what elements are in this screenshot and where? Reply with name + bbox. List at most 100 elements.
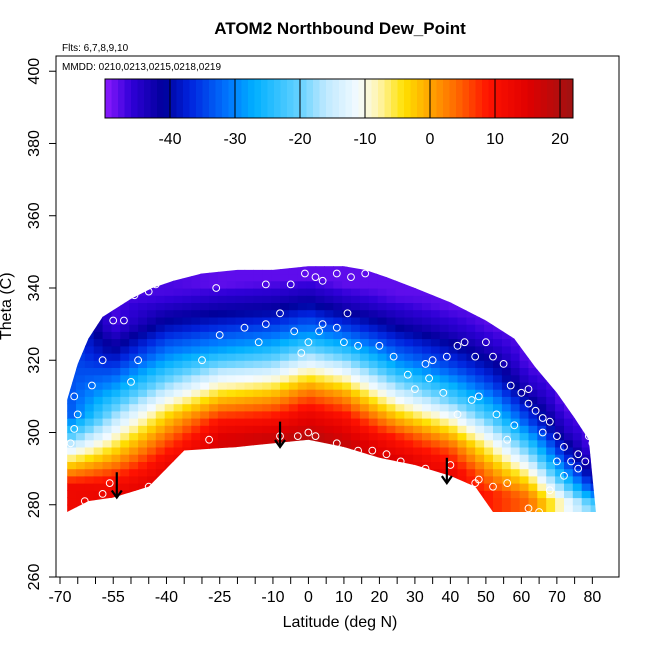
heatmap-cell (262, 490, 272, 499)
heatmap-cell (342, 475, 352, 484)
heatmap-cell (147, 345, 157, 354)
heatmap-cell (564, 280, 574, 289)
heatmap-cell (306, 410, 317, 419)
heatmap-cell (395, 360, 405, 368)
heatmap-cell (493, 338, 503, 347)
heatmap-cell (138, 389, 148, 397)
heatmap-cell (306, 454, 317, 462)
heatmap-cell (555, 273, 565, 282)
heatmap-cell (404, 381, 414, 390)
heatmap-cell (546, 504, 556, 512)
colorbar-swatch (391, 79, 398, 118)
heatmap-cell (76, 266, 86, 267)
heatmap-cell (475, 396, 485, 405)
heatmap-cell (226, 483, 237, 491)
heatmap-cell (84, 432, 95, 441)
sample-point (134, 356, 143, 365)
heatmap-cell (129, 396, 139, 405)
heatmap-cell (209, 360, 219, 368)
heatmap-cell (590, 309, 596, 318)
heatmap-cell (182, 338, 192, 347)
heatmap-cell (164, 266, 175, 275)
heatmap-cell (368, 403, 379, 412)
heatmap-cell (439, 288, 450, 296)
heatmap-cell (466, 309, 476, 318)
heatmap-cell (84, 439, 95, 448)
heatmap-cell (351, 309, 361, 318)
heatmap-cell (466, 324, 476, 332)
heatmap-cell (377, 410, 388, 419)
heatmap-cell (457, 309, 467, 318)
heatmap-cell (351, 497, 361, 506)
descent-arrow (440, 457, 453, 485)
heatmap-cell (581, 266, 592, 275)
heatmap-cell (191, 432, 201, 441)
heatmap-cell (572, 483, 583, 491)
colorbar-tick-label: -30 (223, 131, 246, 148)
heatmap-cell (555, 439, 565, 448)
colorbar-swatch (501, 79, 509, 118)
heatmap-cell (67, 425, 77, 434)
heatmap-cell (306, 324, 317, 332)
y-tick-label: 260 (26, 564, 43, 591)
sample-point (88, 381, 96, 390)
heatmap-cell (182, 439, 192, 448)
heatmap-cell (351, 316, 361, 325)
heatmap-cell (466, 483, 476, 491)
heatmap-cell (368, 338, 379, 347)
heatmap-cell (200, 381, 210, 390)
heatmap-cell (182, 280, 192, 289)
heatmap-cell (84, 316, 95, 325)
heatmap-cell (306, 418, 317, 426)
heatmap-cell (342, 353, 352, 361)
heatmap-cell (546, 389, 556, 397)
heatmap-cell (510, 454, 521, 462)
heatmap-cell (457, 396, 467, 405)
heatmap-cell (235, 381, 246, 390)
heatmap-cell (404, 439, 414, 448)
heatmap-cell (430, 483, 441, 491)
sample-point (261, 280, 270, 289)
descent-arrows (110, 421, 453, 500)
heatmap-cell (581, 396, 592, 405)
heatmap-cell (413, 418, 423, 426)
heatmap-cell (564, 454, 574, 462)
heatmap-cell (484, 367, 494, 376)
heatmap-cell (351, 396, 361, 405)
heatmap-cell (422, 475, 432, 484)
heatmap-cell (439, 432, 450, 441)
heatmap-cell (235, 396, 246, 405)
x-tick-label: 30 (406, 589, 424, 606)
heatmap-cell (288, 490, 299, 499)
heatmap-cell (475, 324, 485, 332)
heatmap-cell (351, 418, 361, 426)
heatmap-cell (271, 309, 281, 318)
heatmap-cell (351, 439, 361, 448)
heatmap-cell (493, 295, 503, 303)
heatmap-cell (457, 461, 467, 470)
heatmap-cell (395, 410, 405, 419)
heatmap-cell (439, 360, 450, 368)
heatmap-cell (501, 468, 512, 477)
heatmap-cell (217, 396, 228, 405)
heatmap-cell (377, 425, 388, 434)
heatmap-cell (191, 396, 201, 405)
heatmap-cell (324, 446, 334, 455)
heatmap-cell (173, 497, 184, 506)
heatmap-cell (439, 324, 450, 332)
heatmap-cell (120, 280, 130, 289)
heatmap-cell (537, 280, 547, 289)
heatmap-cell (555, 461, 565, 470)
heatmap-cell (422, 374, 432, 383)
heatmap-cell (67, 273, 77, 282)
heatmap-cell (76, 331, 86, 340)
heatmap-cell (377, 302, 388, 311)
sample-point (254, 338, 263, 347)
heatmap-cell (546, 403, 556, 412)
heatmap-cell (519, 497, 530, 506)
heatmap-cell (537, 360, 547, 368)
heatmap-cell (475, 345, 485, 354)
heatmap-cell (493, 273, 503, 282)
heatmap-cell (430, 403, 441, 412)
heatmap-cell (226, 280, 237, 289)
